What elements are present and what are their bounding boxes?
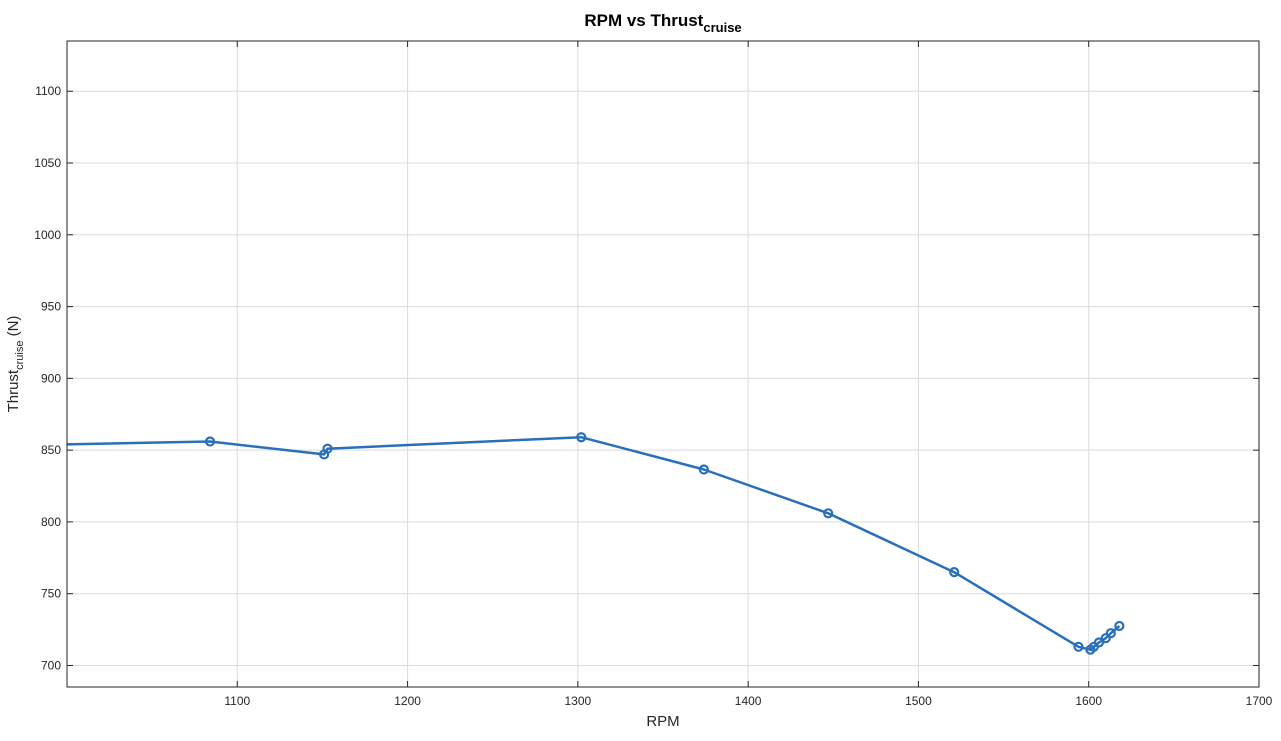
ticks: 1100 1200 1300 1400 1500 1600 1700 700 750 800 850…: [34, 41, 1273, 708]
data-point: [322, 443, 333, 454]
series-line-layer: [66, 435, 1121, 651]
chart-title-main: RPM vs Thrust: [584, 11, 703, 30]
data-point: [698, 464, 709, 475]
x-tick-label: 1600: [1075, 694, 1102, 708]
x-tick-label: 1400: [735, 694, 762, 708]
x-tick-label: 1200: [394, 694, 421, 708]
chart-title-sub: cruise: [703, 20, 741, 35]
data-point: [204, 436, 216, 447]
y-tick-label: 900: [41, 371, 61, 385]
data-point: [1105, 628, 1116, 639]
y-tick-label: 700: [41, 658, 61, 672]
data-point: [823, 508, 834, 519]
markers: [204, 432, 1125, 655]
data-point: [1114, 620, 1125, 632]
y-tick-label: 1000: [34, 228, 61, 242]
data-point: [1100, 633, 1111, 644]
series-line: [66, 435, 1121, 651]
y-axis-label-main: Thrust: [5, 369, 22, 412]
plot-area-frame: [66, 40, 1260, 688]
y-axis-label: Thrustcruise (N): [5, 316, 26, 413]
x-tick-label: 1700: [1246, 694, 1273, 708]
data-point: [576, 432, 587, 443]
data-point: [1073, 641, 1084, 652]
y-tick-label: 950: [41, 300, 61, 314]
y-tick-label: 750: [41, 587, 61, 601]
grid: [67, 41, 1260, 687]
x-axis-label: RPM: [646, 713, 679, 730]
y-axis-label-sub: cruise: [14, 341, 26, 370]
y-axis-label-unit: (N): [5, 316, 22, 341]
data-point: [1093, 637, 1105, 648]
data-point: [949, 567, 960, 578]
chart-title: RPM vs Thrustcruise: [584, 11, 741, 35]
x-tick-label: 1500: [905, 694, 932, 708]
x-tick-label: 1100: [224, 694, 250, 708]
y-tick-label: 1050: [34, 156, 61, 170]
y-tick-label: 800: [41, 515, 61, 529]
y-tick-label: 1100: [35, 84, 61, 98]
x-tick-label: 1300: [565, 694, 592, 708]
y-tick-label: 850: [41, 443, 61, 457]
